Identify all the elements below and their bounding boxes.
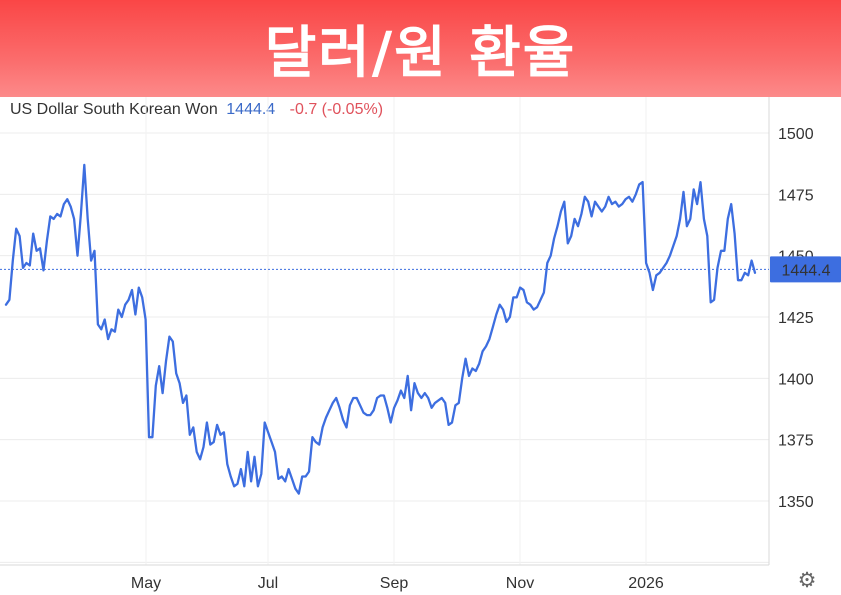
x-tick-label: Sep	[380, 575, 409, 592]
current-value-badge: 1444.4	[770, 256, 841, 283]
y-tick-label: 1400	[778, 371, 814, 388]
y-tick-label: 1375	[778, 433, 814, 450]
quote-header: US Dollar South Korean Won 1444.4 -0.7 (…	[10, 101, 383, 119]
title-banner: 달러/원 환율	[0, 0, 841, 97]
instrument-change: -0.7 (-0.05%)	[289, 101, 384, 118]
y-tick-label: 1350	[778, 494, 814, 511]
banner-title: 달러/원 환율	[264, 21, 577, 86]
y-axis: 1500147514501425140013751350	[778, 126, 814, 511]
x-tick-label: May	[131, 575, 161, 592]
y-tick-label: 1425	[778, 310, 814, 327]
x-tick-label: 2026	[628, 575, 664, 592]
x-tick-label: Jul	[258, 575, 278, 592]
instrument-price: 1444.4	[226, 101, 276, 118]
current-value-badge-text: 1444.4	[782, 262, 831, 279]
chart-grid	[0, 132, 769, 563]
series-line-usd-krw	[4, 163, 757, 495]
x-tick-label: Nov	[506, 575, 534, 592]
chart-x-grid	[145, 97, 647, 565]
gear-icon[interactable]: ⚙	[797, 568, 817, 592]
instrument-name: US Dollar South Korean Won	[10, 101, 218, 118]
current-value-badge-bg	[770, 256, 841, 283]
x-axis: May Jul Sep Nov 2026	[131, 575, 664, 592]
y-tick-label: 1500	[778, 126, 814, 143]
y-tick-label: 1475	[778, 187, 814, 204]
